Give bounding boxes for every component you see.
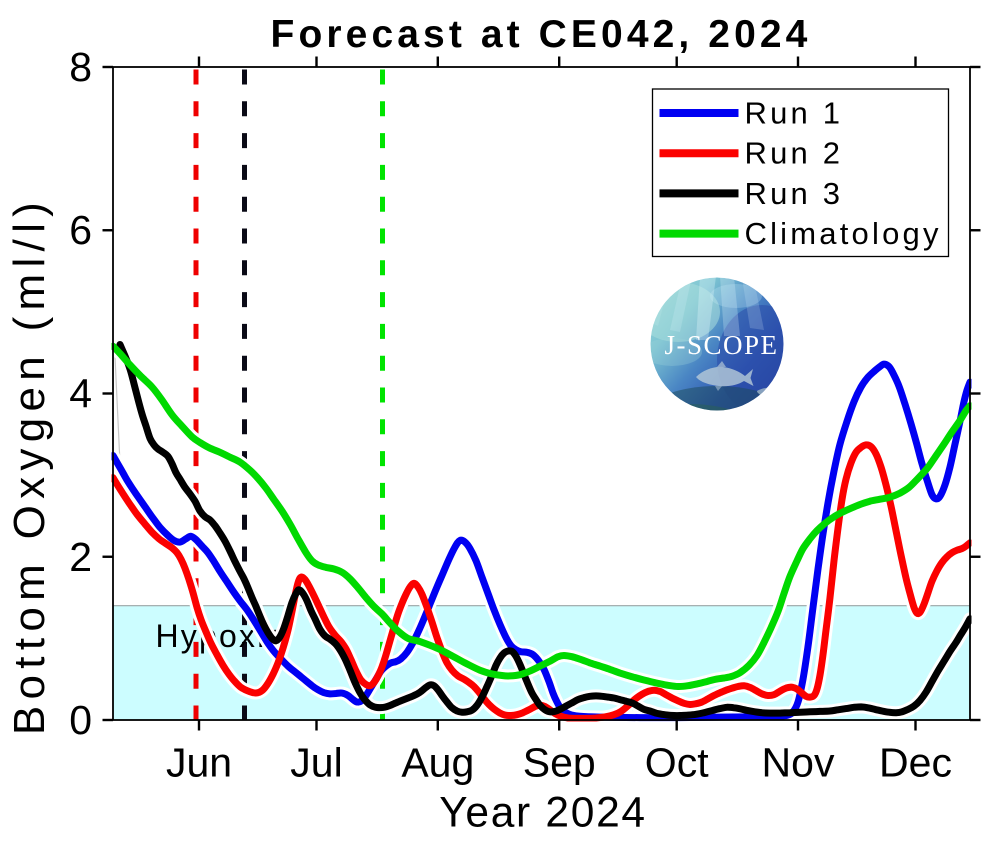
- svg-text:Run 3: Run 3: [745, 176, 844, 211]
- svg-text:Run 1: Run 1: [745, 96, 844, 131]
- svg-text:Bottom Oxygen (ml/l): Bottom Oxygen (ml/l): [5, 196, 54, 735]
- svg-text:Run 2: Run 2: [745, 136, 844, 171]
- svg-text:2: 2: [69, 534, 92, 580]
- svg-text:Aug: Aug: [401, 740, 474, 786]
- svg-text:Sep: Sep: [523, 740, 596, 786]
- svg-text:Forecast at CE042, 2024: Forecast at CE042, 2024: [271, 13, 812, 56]
- svg-text:6: 6: [69, 207, 92, 253]
- svg-text:Oct: Oct: [645, 740, 709, 786]
- svg-text:0: 0: [69, 697, 92, 743]
- svg-text:Nov: Nov: [762, 740, 835, 786]
- svg-text:J-SCOPE: J-SCOPE: [664, 330, 778, 360]
- svg-text:Dec: Dec: [879, 740, 952, 786]
- svg-text:8: 8: [69, 44, 92, 90]
- svg-text:Jul: Jul: [290, 740, 342, 786]
- svg-text:4: 4: [69, 371, 92, 417]
- svg-text:Climatology: Climatology: [745, 216, 942, 251]
- svg-text:Year 2024: Year 2024: [439, 790, 647, 837]
- svg-text:Jun: Jun: [166, 740, 232, 786]
